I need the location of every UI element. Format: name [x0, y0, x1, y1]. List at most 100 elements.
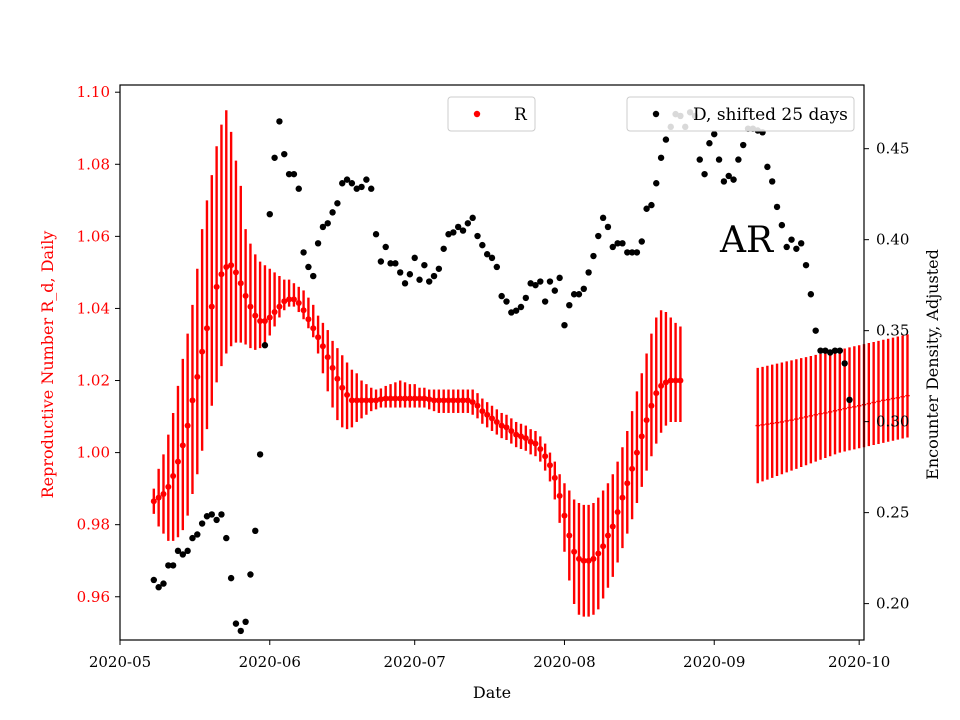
d-point	[256, 451, 264, 458]
d-point	[440, 245, 447, 252]
d-point	[512, 307, 520, 314]
y-right-tick-label: 0.45	[876, 140, 909, 158]
d-point	[556, 274, 563, 282]
r-point	[237, 280, 244, 287]
d-point	[807, 291, 815, 298]
r-point	[329, 364, 336, 371]
d-point	[469, 214, 476, 222]
r-point	[150, 498, 157, 505]
d-point	[778, 221, 786, 229]
y-axis-left-title: Reproductive Number R_d, Daily	[38, 231, 57, 499]
r-point	[406, 395, 413, 402]
r-point	[513, 431, 520, 438]
axes-layer: 2020-05 2020-06 2020-07 2020-08 2020-09 2020-…	[77, 83, 910, 671]
d-point	[788, 236, 795, 243]
d-point	[657, 154, 665, 161]
x-axis-title: Date	[473, 683, 511, 702]
d-point	[740, 141, 747, 149]
d-point	[198, 520, 206, 527]
d-point	[720, 178, 728, 185]
d-point	[653, 180, 660, 187]
r-point	[508, 427, 515, 434]
d-point	[305, 263, 312, 271]
r-point	[194, 373, 201, 380]
r-point	[368, 397, 375, 404]
y-right-tick-label: 0.40	[876, 231, 909, 249]
d-point	[802, 261, 810, 269]
r-point	[213, 283, 220, 290]
d-point	[570, 291, 578, 298]
plot-frame	[119, 84, 865, 641]
d-point	[290, 170, 298, 178]
r-point	[619, 494, 626, 501]
r-point	[629, 465, 636, 472]
r-point	[667, 377, 674, 384]
d-point	[701, 170, 708, 178]
d-point	[397, 269, 404, 276]
r-point	[460, 397, 467, 404]
r-point	[484, 411, 491, 418]
r-point	[600, 543, 607, 550]
r-point	[658, 382, 665, 389]
d-point	[208, 511, 215, 518]
y-left-tick-label: 1.06	[77, 227, 110, 245]
d-point	[314, 240, 322, 247]
d-point	[541, 298, 549, 305]
d-point	[406, 271, 414, 278]
d-point	[604, 223, 612, 231]
y-axis-right-title: Encounter Density, Adjusted	[923, 249, 942, 480]
y-left-tick-label: 0.98	[77, 516, 110, 534]
d-point	[662, 136, 670, 143]
d-point	[624, 249, 631, 256]
d-point	[150, 576, 158, 584]
d-point	[445, 231, 452, 238]
d-point	[237, 627, 244, 635]
d-point	[537, 278, 544, 285]
d-point	[203, 513, 211, 520]
r-point	[310, 325, 317, 332]
r-point	[232, 269, 239, 276]
r-point	[522, 435, 529, 442]
d-point	[189, 534, 196, 542]
r-point	[517, 433, 524, 440]
d-point	[227, 574, 235, 582]
r-point	[677, 377, 684, 384]
x-tick-label: 2020-09	[683, 653, 745, 671]
d-point	[643, 205, 650, 212]
d-point	[503, 298, 510, 305]
d-point	[841, 360, 848, 367]
d-point	[377, 258, 385, 265]
legend-d-label: D, shifted 25 days	[693, 105, 848, 125]
r-point	[174, 458, 181, 465]
y-left-tick-label: 1.02	[77, 372, 110, 390]
d-point	[831, 347, 839, 354]
r-point	[257, 318, 264, 325]
r-point	[402, 395, 409, 402]
r-point	[208, 303, 215, 310]
r-series-layer	[150, 110, 684, 617]
d-point	[450, 229, 457, 236]
r-point	[334, 375, 341, 382]
x-tick-label: 2020-07	[384, 653, 446, 671]
d-point	[483, 251, 491, 258]
d-point	[769, 178, 776, 185]
d-point	[295, 185, 302, 192]
r-point	[624, 480, 631, 487]
d-point	[218, 511, 225, 518]
d-point	[392, 260, 399, 267]
d-point	[271, 154, 278, 161]
d-point	[508, 309, 515, 316]
r-point	[295, 300, 302, 307]
r-point	[566, 532, 573, 539]
r-point	[633, 449, 640, 456]
d-point	[590, 252, 597, 260]
r-point	[648, 402, 655, 409]
d-point	[310, 272, 317, 280]
r-point	[537, 445, 544, 452]
d-point	[401, 280, 409, 287]
d-point	[474, 232, 481, 240]
d-point	[155, 584, 162, 591]
r-point	[252, 312, 259, 319]
d-point	[546, 278, 554, 285]
